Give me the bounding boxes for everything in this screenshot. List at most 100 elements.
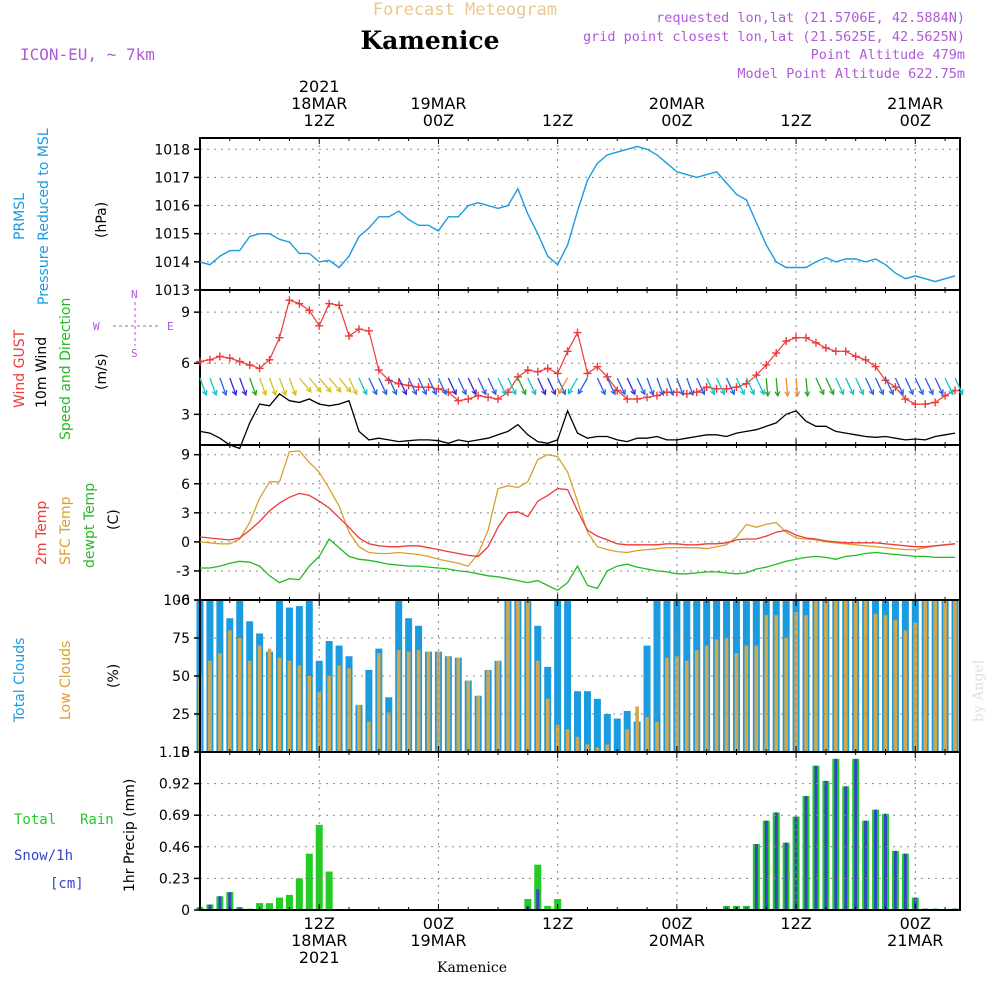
low-cloud-bar <box>337 665 341 752</box>
clouds-ytick-label: 25 <box>172 707 190 723</box>
gust-marker <box>652 391 661 400</box>
wind-arrow <box>735 377 746 396</box>
gust-marker <box>553 369 562 378</box>
wind-arrow-shaft <box>447 377 457 395</box>
wind-arrow-head <box>281 389 288 397</box>
snow-bar <box>784 842 788 910</box>
low-cloud-bar <box>665 657 669 752</box>
wind-arrow-shaft <box>427 377 437 395</box>
low-cloud-bar <box>784 638 788 752</box>
low-cloud-bar <box>377 653 381 752</box>
wind-arrow-head <box>391 389 398 396</box>
gust-marker <box>225 354 234 363</box>
low-cloud-bar <box>446 656 451 752</box>
bottom-time-label: 00Z <box>661 914 692 933</box>
rain-bar <box>256 903 264 910</box>
low-cloud-bar <box>734 653 739 752</box>
gust-marker <box>205 355 214 364</box>
wind-arrow-shaft <box>626 377 636 395</box>
wind-arrow-head <box>739 389 746 396</box>
low-cloud-bar <box>218 653 222 752</box>
wind-arrow-head <box>678 389 685 397</box>
bottom-time-label: 21MAR <box>887 931 943 950</box>
wind-arrow <box>467 377 477 396</box>
low-cloud-bar <box>754 645 759 752</box>
wind-arrow <box>656 377 665 397</box>
wind-arrow <box>845 377 855 396</box>
rain-bar <box>325 871 333 910</box>
wind-arrow-head <box>688 389 695 397</box>
wind-arrow-shaft <box>408 377 417 395</box>
gust-marker <box>583 369 592 378</box>
wind-arrow-shaft <box>239 377 247 396</box>
temp-unit: (C) <box>106 509 122 530</box>
precip-ytick-label: 1.15 <box>159 745 190 761</box>
gust-marker <box>802 333 811 342</box>
wind-arrow-head <box>958 389 964 396</box>
pressure-labels: PRMSL Pressure Reduced to MSL (hPa) <box>12 128 110 305</box>
wind-arrow-shaft <box>924 377 934 395</box>
gust-marker <box>712 384 721 393</box>
wind-ytick-label: 3 <box>181 407 190 423</box>
wind-arrow-head <box>291 389 297 397</box>
pressure-ytick-label: 1014 <box>154 255 190 271</box>
wind-arrow-head <box>306 386 312 393</box>
wind-arrow <box>636 377 646 396</box>
wind-arrow <box>447 377 457 396</box>
wind-arrow-shaft <box>507 377 517 395</box>
low-cloud-bar <box>456 657 461 752</box>
gust-marker <box>573 328 582 337</box>
gust-marker <box>215 352 224 361</box>
wind-arrow-shaft <box>199 377 207 396</box>
low-cloud-bar <box>466 680 471 752</box>
low-cloud-bar <box>257 645 262 752</box>
wind-arrow-head <box>577 388 584 395</box>
wind-arrow <box>338 377 352 393</box>
snow-bar <box>725 907 729 910</box>
wind-arrow-head <box>794 391 801 398</box>
low-cloud-bar <box>655 721 659 752</box>
wind-arrow-shaft <box>298 377 312 393</box>
wind-arrow-head <box>759 389 765 396</box>
snow-bar <box>228 892 232 910</box>
low-cloud-bar <box>694 650 699 752</box>
wind-arrow-shaft <box>358 377 368 395</box>
wind-arrow <box>626 377 636 396</box>
low-cloud-bar <box>714 639 719 752</box>
wind-arrow-shaft <box>716 377 725 395</box>
compass-e: E <box>167 320 174 333</box>
wind-arrow <box>835 377 845 396</box>
wind-arrow-head <box>401 389 408 396</box>
wind-arrow <box>457 377 467 396</box>
low-cloud-bar <box>496 660 500 752</box>
low-cloud-bar <box>883 615 888 752</box>
wind-arrow <box>497 377 507 396</box>
footer-location: Kamenice <box>437 960 507 976</box>
wind-arrow-shaft <box>815 377 825 395</box>
wind-arrow-head <box>918 389 924 396</box>
gust-marker <box>235 357 244 366</box>
wind-arrow-head <box>858 389 865 396</box>
top-time-label: 2021 <box>299 77 340 96</box>
low-cloud-bar <box>724 638 729 752</box>
precip-ytick-label: 0.46 <box>159 840 190 856</box>
low-cloud-bar <box>386 712 391 752</box>
wind-arrow-head <box>819 389 825 396</box>
snow-bar <box>874 809 878 910</box>
wind-arrow-shaft <box>308 377 322 393</box>
wind-arrow-head <box>649 389 655 397</box>
wind-arrow-head <box>928 389 934 396</box>
wind-arrow <box>258 377 268 397</box>
bottom-time-label: 20MAR <box>649 931 705 950</box>
wind-arrow-head <box>709 389 716 396</box>
snow-bar <box>536 889 540 910</box>
wind-arrow-shaft <box>944 377 954 395</box>
gust-marker <box>533 367 542 376</box>
wind-arrow-head <box>764 391 771 398</box>
low-cloud-bar <box>893 619 898 752</box>
wind-arrow <box>557 377 567 396</box>
bottom-time-label: 18MAR <box>291 931 347 950</box>
wind-arrow-head <box>719 389 726 396</box>
gust-marker <box>643 393 652 402</box>
low-cloud-bar <box>416 650 421 752</box>
